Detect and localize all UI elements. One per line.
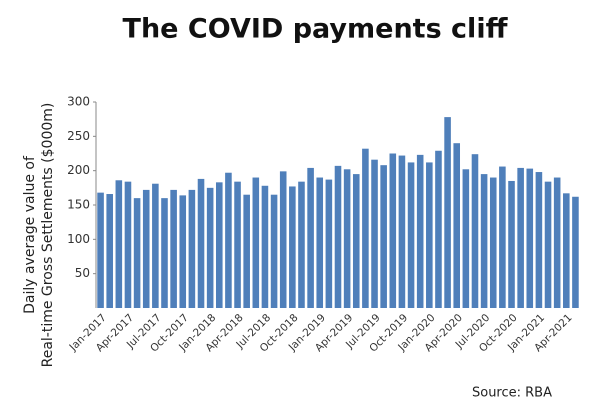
y-tick-label: 150 [67,198,90,212]
bar [362,148,369,308]
y-tick-label: 100 [67,232,90,246]
bar [426,162,433,308]
bar [289,186,296,308]
bar [97,192,104,308]
bar [572,196,579,308]
bar [435,150,442,308]
bar [553,177,561,308]
bar [115,180,123,308]
y-tick-label: 200 [67,163,90,177]
bar [380,165,387,308]
bar [499,166,506,308]
y-tick-label: 50 [75,266,90,280]
bar [152,183,159,308]
bar [142,189,150,308]
bar [179,195,187,308]
bar [371,159,378,308]
y-axis-title: Daily average value of [22,155,38,314]
bar [407,162,415,308]
bar [234,181,241,308]
bar [188,189,196,308]
bar [197,178,205,308]
bar [225,172,232,308]
y-tick-label: 300 [67,95,90,109]
bar [261,185,269,308]
bar [489,177,497,308]
bar [398,155,406,308]
bar [106,194,113,308]
bar [325,179,333,308]
bar [389,153,397,308]
bar [352,174,360,308]
bar [124,181,132,308]
bar [416,154,424,308]
bar [343,169,351,308]
bar [535,172,543,308]
bar [334,165,342,308]
bar [471,154,479,308]
bar [279,171,287,308]
bar [526,168,534,308]
bar [243,194,250,308]
bar [462,169,470,308]
bar [508,180,515,308]
chart-title: The COVID payments cliff [123,14,509,45]
bar [252,177,260,308]
bar [544,181,552,308]
bar [517,167,524,308]
bar [161,198,168,308]
bar [563,193,570,308]
bar [444,117,451,309]
bar [133,198,141,308]
bar [307,167,314,308]
bar [316,177,324,308]
bar [298,181,305,308]
source-note: Source: RBA [472,386,552,401]
bar [480,174,488,308]
bar [170,189,177,308]
bar [270,194,278,308]
bar [206,187,214,308]
bar [215,182,223,308]
bar [453,143,461,308]
y-axis-title: Real-time Gross Settlements ($000m) [40,103,56,368]
y-tick-label: 250 [67,129,90,143]
